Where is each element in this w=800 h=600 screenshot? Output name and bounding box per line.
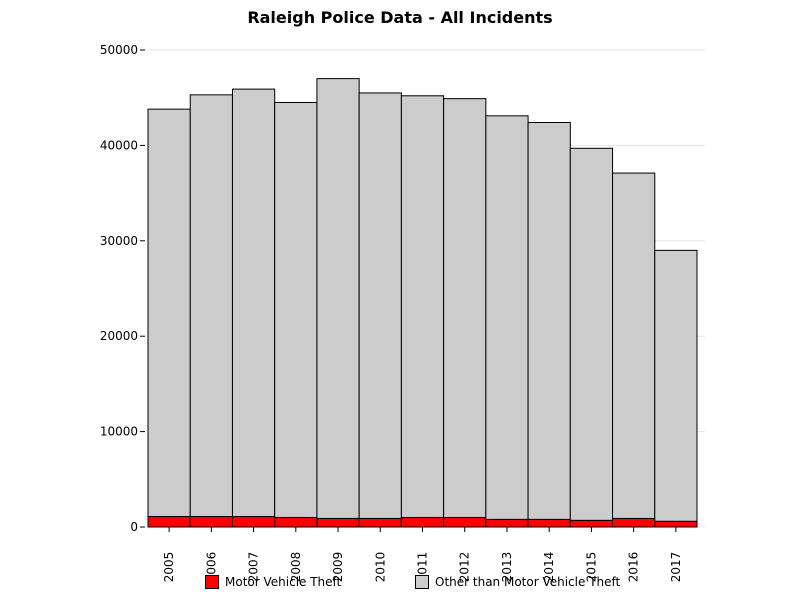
bar-motor-vehicle-theft-2010 bbox=[358, 517, 402, 528]
legend: Motor Vehicle Theft Other than Motor Veh… bbox=[0, 575, 800, 595]
x-tick-label-2016: 2016 bbox=[627, 552, 641, 583]
bar-motor-vehicle-theft-2008 bbox=[274, 516, 318, 528]
bar-motor-vehicle-theft-2005 bbox=[147, 516, 191, 528]
y-tick-label-10000: 10000 bbox=[100, 425, 138, 439]
x-tick-label-2009: 2009 bbox=[331, 552, 345, 583]
x-tick-label-2006: 2006 bbox=[204, 552, 218, 583]
bar-motor-vehicle-theft-2007 bbox=[231, 516, 276, 528]
x-tick-label-2008: 2008 bbox=[289, 552, 303, 583]
y-tick-label-0: 0 bbox=[130, 520, 138, 534]
bar-motor-vehicle-theft-2014 bbox=[527, 518, 571, 528]
bar-other-than-motor-vehicle-theft-2014 bbox=[527, 122, 571, 520]
legend-label-other-than-motor-vehicle-theft: Other than Motor Vehicle Theft bbox=[435, 575, 621, 589]
x-tick-label-2017: 2017 bbox=[669, 552, 683, 583]
bar-motor-vehicle-theft-2012 bbox=[443, 516, 487, 528]
x-tick-label-2005: 2005 bbox=[162, 552, 176, 583]
bar-other-than-motor-vehicle-theft-2016 bbox=[612, 172, 656, 519]
legend-swatch-other-than-motor-vehicle-theft bbox=[415, 575, 429, 589]
y-tick-label-50000: 50000 bbox=[100, 43, 138, 57]
bar-other-than-motor-vehicle-theft-2010 bbox=[358, 92, 402, 519]
bar-other-than-motor-vehicle-theft-2005 bbox=[147, 108, 191, 518]
x-tick-label-2013: 2013 bbox=[500, 552, 514, 583]
bar-other-than-motor-vehicle-theft-2013 bbox=[485, 115, 529, 520]
legend-item-motor-vehicle-theft: Motor Vehicle Theft bbox=[205, 575, 341, 589]
bar-other-than-motor-vehicle-theft-2017 bbox=[654, 249, 698, 522]
bar-motor-vehicle-theft-2011 bbox=[400, 516, 445, 528]
x-tick-label-2010: 2010 bbox=[373, 552, 387, 583]
bar-other-than-motor-vehicle-theft-2008 bbox=[274, 101, 318, 518]
bar-motor-vehicle-theft-2009 bbox=[316, 517, 360, 528]
y-tick-label-20000: 20000 bbox=[100, 329, 138, 343]
x-tick-label-2014: 2014 bbox=[542, 552, 556, 583]
x-tick-label-2012: 2012 bbox=[458, 552, 472, 583]
bar-motor-vehicle-theft-2013 bbox=[485, 518, 529, 528]
bar-other-than-motor-vehicle-theft-2012 bbox=[443, 98, 487, 518]
chart-title: Raleigh Police Data - All Incidents bbox=[247, 8, 553, 27]
bar-motor-vehicle-theft-2015 bbox=[569, 519, 614, 528]
bar-motor-vehicle-theft-2006 bbox=[189, 516, 233, 528]
y-tick-label-40000: 40000 bbox=[100, 138, 138, 152]
x-tick-label-2007: 2007 bbox=[247, 552, 261, 583]
bar-other-than-motor-vehicle-theft-2011 bbox=[400, 95, 445, 518]
legend-label-motor-vehicle-theft: Motor Vehicle Theft bbox=[225, 575, 342, 589]
x-tick-label-2015: 2015 bbox=[584, 552, 598, 583]
y-tick-label-30000: 30000 bbox=[100, 234, 138, 248]
bar-other-than-motor-vehicle-theft-2009 bbox=[316, 78, 360, 519]
bar-other-than-motor-vehicle-theft-2007 bbox=[231, 88, 276, 518]
bar-motor-vehicle-theft-2016 bbox=[612, 517, 656, 528]
bar-other-than-motor-vehicle-theft-2015 bbox=[569, 147, 614, 521]
x-tick-label-2011: 2011 bbox=[416, 552, 430, 583]
legend-item-other-than-motor-vehicle-theft: Other than Motor Vehicle Theft bbox=[415, 575, 620, 589]
legend-swatch-motor-vehicle-theft bbox=[205, 575, 219, 589]
bar-other-than-motor-vehicle-theft-2006 bbox=[189, 94, 233, 518]
bar-motor-vehicle-theft-2017 bbox=[654, 520, 698, 528]
